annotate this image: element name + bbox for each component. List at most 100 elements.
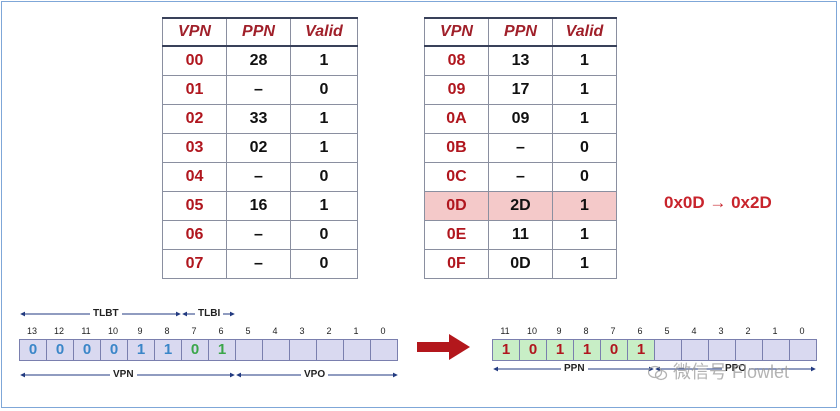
table-row: 01–0 <box>162 75 358 105</box>
header-valid: Valid <box>290 17 358 47</box>
ppn-label: PPN <box>561 363 588 374</box>
wechat-icon <box>648 366 668 381</box>
table-row: 0C –0 <box>424 162 617 192</box>
cell-ppn: 17 <box>488 75 553 105</box>
cell-valid: 1 <box>552 220 617 250</box>
table-row: 03 02 1 <box>162 133 358 163</box>
cell-vpn: 0A <box>424 104 489 134</box>
bit-cell: 1 <box>546 339 574 361</box>
bit-number: 2 <box>745 326 751 336</box>
bit-number: 10 <box>526 326 537 336</box>
bit-number: 11 <box>81 326 91 336</box>
bit-cell: 1 <box>127 339 155 361</box>
cell-ppn: – <box>488 133 553 163</box>
cell-ppn: – <box>226 75 291 105</box>
translation-note: 0x0D → 0x2D <box>664 193 772 212</box>
cell-ppn: 33 <box>226 104 291 134</box>
table-header-row: VPN PPN Valid <box>424 17 617 47</box>
bit-cell <box>289 339 317 361</box>
bit-number: 8 <box>164 326 170 336</box>
bit-number: 4 <box>691 326 697 336</box>
bit-cell: 0 <box>19 339 47 361</box>
bit-cell <box>262 339 290 361</box>
bit-number: 10 <box>107 326 118 336</box>
table-row: 0F 0D 1 <box>424 249 617 279</box>
bit-number: 8 <box>583 326 589 336</box>
cell-valid: 0 <box>290 249 358 279</box>
cell-ppn: – <box>226 249 291 279</box>
cell-ppn: – <box>488 162 553 192</box>
bit-number: 12 <box>53 326 64 336</box>
bit-number: 3 <box>299 326 305 336</box>
bit-cell: 1 <box>627 339 655 361</box>
tlbt-label: TLBT <box>90 308 122 319</box>
conversion-arrow-icon <box>417 334 470 360</box>
bit-cell: 0 <box>181 339 209 361</box>
cell-vpn: 0C <box>424 162 489 192</box>
cell-vpn: 07 <box>162 249 227 279</box>
bit-number: 3 <box>718 326 724 336</box>
header-ppn: PPN <box>488 17 553 47</box>
cell-valid: 1 <box>552 191 617 221</box>
bit-number: 6 <box>637 326 643 336</box>
table-header-row: VPN PPN Valid <box>162 17 358 47</box>
cell-valid: 1 <box>552 104 617 134</box>
watermark: 微信号 Flowlet <box>648 358 789 384</box>
table-row: 02 33 1 <box>162 104 358 134</box>
bit-number: 1 <box>353 326 359 336</box>
bit-cell: 0 <box>46 339 74 361</box>
tlbi-label: TLBI <box>195 308 224 319</box>
cell-valid: 0 <box>290 162 358 192</box>
bit-cell: 1 <box>492 339 520 361</box>
header-vpn: VPN <box>424 17 489 47</box>
bit-cell <box>316 339 344 361</box>
cell-valid: 0 <box>552 133 617 163</box>
page-table-right: VPN PPN Valid 08 13 1 09 17 1 0A 09 1 0B –0 0C –0 0D 2… <box>424 17 617 279</box>
bit-number: 9 <box>137 326 143 336</box>
bit-number: 13 <box>26 326 37 336</box>
cell-vpn: 0F <box>424 249 489 279</box>
table-row: 0A 09 1 <box>424 104 617 134</box>
bit-cell <box>235 339 263 361</box>
cell-ppn: 28 <box>226 45 291 76</box>
bit-cell <box>789 339 817 361</box>
bit-cell: 1 <box>573 339 601 361</box>
vpo-label: VPO <box>301 369 329 380</box>
bit-cell: 0 <box>100 339 128 361</box>
bit-number: 7 <box>191 326 197 336</box>
bit-cell: 1 <box>154 339 182 361</box>
table-row: 09 17 1 <box>424 75 617 105</box>
cell-valid: 1 <box>552 45 617 76</box>
bit-number: 11 <box>500 326 510 336</box>
bit-number: 1 <box>772 326 778 336</box>
watermark-text: 微信号 Flowlet <box>673 362 790 382</box>
cell-vpn: 0D <box>424 191 489 221</box>
vpn-label: VPN <box>110 369 137 380</box>
cell-vpn: 09 <box>424 75 489 105</box>
table-row: 04–0 <box>162 162 358 192</box>
table-row: 07–0 <box>162 249 358 279</box>
cell-valid: 1 <box>552 249 617 279</box>
cell-valid: 1 <box>290 191 358 221</box>
bit-number: 5 <box>664 326 670 336</box>
bit-cell: 0 <box>600 339 628 361</box>
ppo-label: PPO <box>722 363 750 374</box>
header-valid: Valid <box>552 17 617 47</box>
table-row: 08 13 1 <box>424 45 617 76</box>
table-row: 05 16 1 <box>162 191 358 221</box>
bit-number: 4 <box>272 326 278 336</box>
bit-cell <box>343 339 371 361</box>
bit-number: 0 <box>799 326 805 336</box>
cell-vpn: 04 <box>162 162 227 192</box>
bit-cell: 0 <box>73 339 101 361</box>
bit-number: 6 <box>218 326 224 336</box>
cell-valid: 1 <box>552 75 617 105</box>
cell-vpn: 0E <box>424 220 489 250</box>
bit-cell <box>370 339 398 361</box>
table-row: 0D 2D 1 <box>424 191 617 221</box>
header-vpn: VPN <box>162 17 227 47</box>
table-row: 0E 11 1 <box>424 220 617 250</box>
